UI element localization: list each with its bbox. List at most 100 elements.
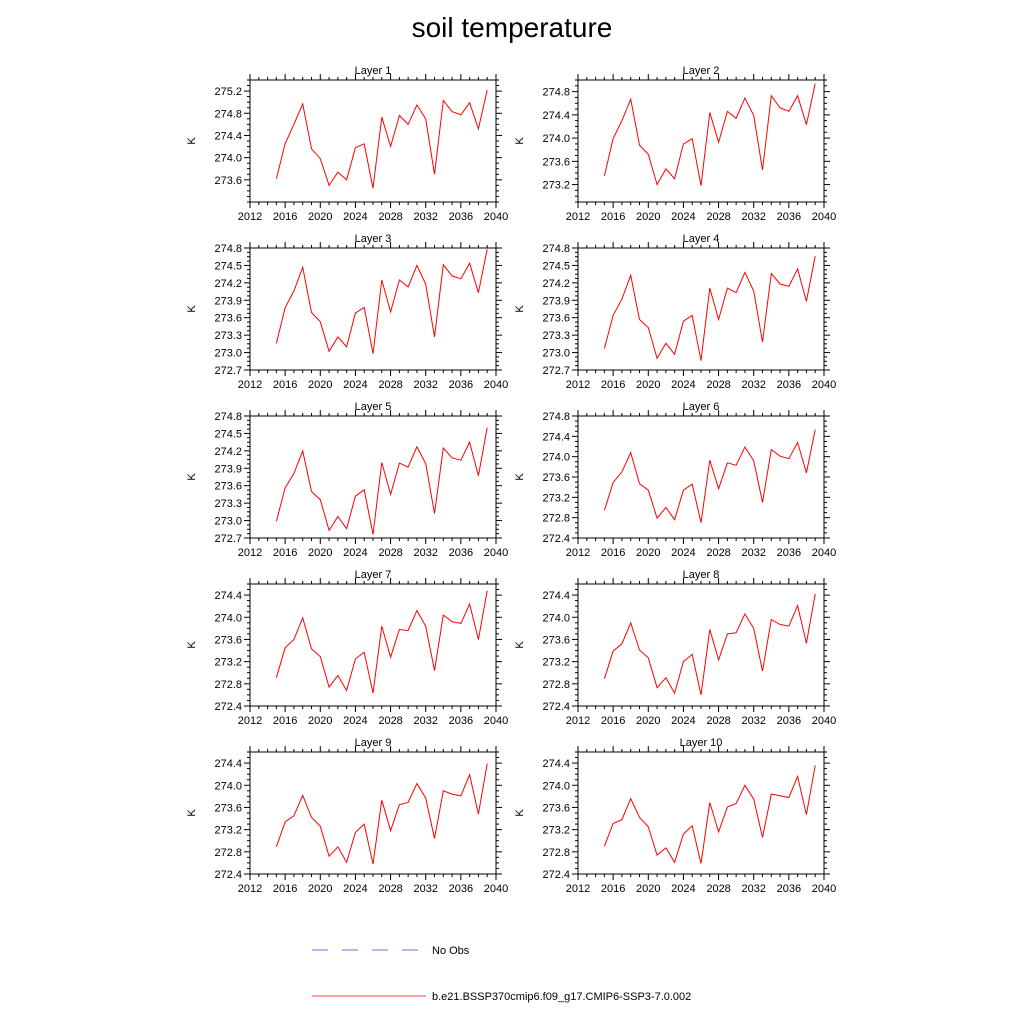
y-axis-label: K [514,137,526,145]
x-tick-label: 2012 [238,547,262,559]
x-tick-label: 2040 [812,883,836,895]
series-line [603,429,816,523]
x-tick-label: 2016 [273,211,297,223]
y-tick-label: 272.8 [542,679,570,691]
x-tick-label: 2032 [741,547,765,559]
y-tick-label: 273.3 [542,330,570,342]
x-tick-label: 2036 [449,883,473,895]
x-tick-label: 2024 [671,211,695,223]
panel-9: Layer 9 K 2012 2016 2020 2024 2028 2032 2036 2040… [186,737,508,895]
x-tick-label: 2012 [566,883,590,895]
x-tick-label: 2028 [378,379,402,391]
y-tick-label: 274.4 [542,590,570,602]
x-tick-label: 2012 [566,379,590,391]
x-tick-label: 2024 [671,883,695,895]
plot-frame [249,751,497,875]
x-tick-label: 2040 [484,547,508,559]
x-tick-label: 2036 [449,379,473,391]
legend-label: b.e21.BSSP370cmip6.f09_g17.CMIP6-SSP3-7.… [432,991,691,1003]
series-line [275,590,488,694]
x-tick-label: 2040 [812,211,836,223]
x-tick-label: 2036 [777,547,801,559]
panel-title: Layer 4 [683,233,720,245]
y-tick-label: 274.8 [214,243,242,255]
y-tick-label: 274.0 [542,452,570,464]
y-tick-label: 272.4 [542,533,570,545]
y-tick-label: 273.2 [542,180,570,192]
x-tick-label: 2024 [343,883,367,895]
y-tick-label: 272.4 [542,869,570,881]
y-tick-label: 272.7 [214,365,242,377]
y-tick-label: 273.0 [214,348,242,360]
x-tick-label: 2016 [273,379,297,391]
panel-title: Layer 10 [680,737,723,749]
y-tick-label: 273.9 [542,295,570,307]
x-tick-label: 2028 [706,715,730,727]
y-axis-label: K [186,473,198,481]
x-tick-label: 2016 [601,715,625,727]
y-tick-label: 272.4 [214,869,242,881]
x-tick-label: 2016 [601,379,625,391]
legend: No Obs b.e21.BSSP370cmip6.f09_g17.CMIP6-S… [312,945,691,1003]
plot-frame [577,751,825,875]
x-tick-label: 2040 [812,715,836,727]
panel-title: Layer 1 [355,65,392,77]
y-tick-label: 274.8 [542,243,570,255]
series-line [603,765,816,864]
panel-title: Layer 3 [355,233,392,245]
y-tick-label: 273.3 [214,330,242,342]
x-tick-label: 2020 [308,379,332,391]
x-tick-label: 2028 [378,715,402,727]
panel-5: Layer 5 K 2012 2016 2020 2024 2028 2032 2036 2040… [186,401,508,559]
x-tick-label: 2020 [636,547,660,559]
panel-4: Layer 4 K 2012 2016 2020 2024 2028 2032 2036 2040… [514,233,836,391]
y-tick-label: 274.0 [214,780,242,792]
y-tick-label: 274.2 [214,278,242,290]
legend-label: No Obs [432,945,470,957]
y-tick-label: 273.6 [214,481,242,493]
y-tick-label: 273.2 [214,657,242,669]
series-line [275,249,488,354]
series-line [603,593,816,696]
x-tick-label: 2016 [273,547,297,559]
x-tick-label: 2020 [308,211,332,223]
x-tick-label: 2012 [238,883,262,895]
x-tick-label: 2024 [671,547,695,559]
y-tick-label: 274.5 [542,260,570,272]
y-tick-label: 274.8 [214,411,242,423]
y-tick-label: 273.6 [542,156,570,168]
x-tick-label: 2040 [484,715,508,727]
y-tick-label: 272.8 [214,847,242,859]
x-tick-label: 2012 [566,211,590,223]
y-tick-label: 274.2 [214,446,242,458]
y-tick-label: 272.8 [214,679,242,691]
y-tick-label: 274.5 [214,260,242,272]
y-tick-label: 273.6 [542,313,570,325]
y-tick-label: 274.2 [542,278,570,290]
x-tick-label: 2012 [238,715,262,727]
y-tick-label: 274.4 [542,110,570,122]
x-tick-label: 2040 [484,883,508,895]
x-tick-label: 2012 [238,211,262,223]
x-tick-label: 2036 [777,883,801,895]
series-line [603,256,816,361]
x-tick-label: 2032 [413,379,437,391]
panel-title: Layer 6 [683,401,720,413]
x-tick-label: 2020 [308,715,332,727]
panel-title: Layer 5 [355,401,392,413]
x-tick-label: 2028 [378,883,402,895]
panel-title: Layer 8 [683,569,720,581]
y-tick-label: 273.6 [214,313,242,325]
series-line [275,763,488,865]
y-axis-label: K [514,641,526,649]
y-axis-label: K [186,137,198,145]
y-tick-label: 273.6 [214,634,242,646]
y-tick-label: 272.4 [214,701,242,713]
x-tick-label: 2016 [601,547,625,559]
y-axis-label: K [186,641,198,649]
x-tick-label: 2024 [671,379,695,391]
x-tick-label: 2032 [741,211,765,223]
plot-frame [577,247,825,371]
y-tick-label: 273.2 [542,825,570,837]
